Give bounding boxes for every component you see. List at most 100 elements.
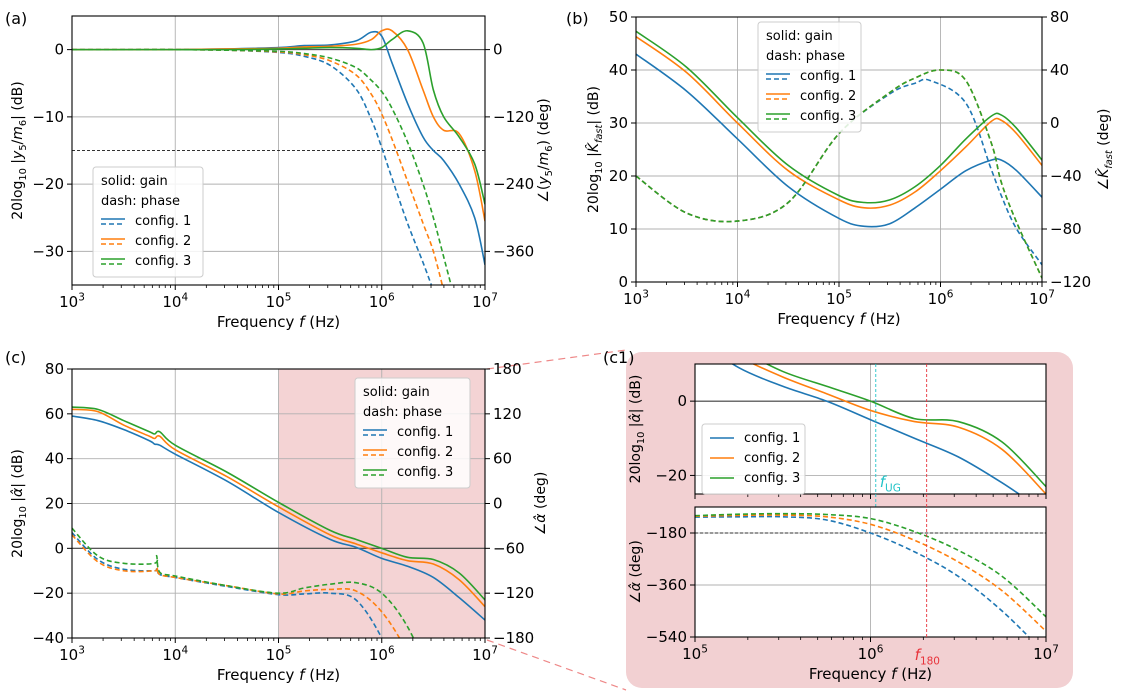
y2-tick-label: 40 bbox=[1050, 61, 1069, 79]
x-tick-label: 104 bbox=[725, 288, 751, 308]
x-tick-label: 107 bbox=[472, 644, 498, 664]
y-tick-label: −20 bbox=[655, 466, 687, 484]
x-axis-label: Frequency f (Hz) bbox=[809, 665, 932, 683]
y2-axis-label: ∠K̂fast (deg) bbox=[1095, 109, 1115, 191]
y-axis-label: 20log10 |α̂| (dB) bbox=[628, 375, 647, 484]
gain-line-config-1 bbox=[636, 53, 1042, 228]
panel-label: (c) bbox=[5, 348, 26, 367]
panel-label: (a) bbox=[5, 9, 27, 28]
curves bbox=[731, 364, 1046, 494]
curves bbox=[636, 30, 1042, 279]
x-tick-label: 104 bbox=[162, 291, 188, 311]
x-tick-label: 105 bbox=[266, 291, 292, 311]
panel-label: (b) bbox=[566, 9, 589, 28]
x-tick-label: 103 bbox=[623, 288, 649, 308]
gain-line-config-2 bbox=[72, 408, 485, 608]
gain-line-config-3 bbox=[72, 406, 485, 601]
y-tick-label: 0 bbox=[618, 273, 628, 291]
marker-label-180: f180 bbox=[915, 646, 940, 668]
y-tick-label: 0 bbox=[54, 539, 64, 557]
y-tick-label: −20 bbox=[32, 584, 64, 602]
gain-line-config-1 bbox=[731, 364, 1021, 494]
legend-header: dash: phase bbox=[766, 49, 845, 64]
gain-line-config-3 bbox=[636, 30, 1042, 204]
legend: solid: gain dash: phase config. 1 config. 2… bbox=[757, 21, 862, 133]
x-axis-label: Frequency f (Hz) bbox=[217, 313, 340, 331]
phase-line-config-1 bbox=[72, 532, 383, 638]
phase-line-config-2 bbox=[72, 48, 444, 285]
y2-tick-label: 0 bbox=[493, 41, 503, 59]
panel-a: 103 104 105 106 107 Frequency f (Hz) −30 −20 −10… bbox=[5, 9, 555, 331]
x-tick-label: 105 bbox=[826, 288, 852, 308]
phase-line-config-3 bbox=[695, 512, 1046, 618]
y-axis-label: 20log10 |α̂| (dB) bbox=[10, 449, 29, 558]
x-tick-label: 106 bbox=[369, 644, 395, 664]
y2-axis-label: ∠(y5/m6) (deg) bbox=[536, 98, 555, 202]
y2-tick-label: 120 bbox=[493, 405, 522, 423]
y-tick-label: 10 bbox=[609, 220, 628, 238]
y2-tick-label: −120 bbox=[1050, 273, 1091, 291]
legend: solid: gain dash: phase config. 1 config. 2… bbox=[354, 377, 471, 489]
legend-entry-config-1: config. 1 bbox=[800, 69, 856, 84]
legend-entry-config-2: config. 2 bbox=[800, 89, 856, 104]
legend-header: solid: gain bbox=[363, 385, 430, 400]
y2-tick-label: −360 bbox=[493, 242, 534, 260]
y-tick-label: 0 bbox=[677, 392, 687, 410]
y-tick-label: 60 bbox=[45, 405, 64, 423]
phase-line-config-3 bbox=[636, 69, 1042, 279]
gain-line-config-3 bbox=[72, 29, 485, 205]
gain-line-config-2 bbox=[751, 364, 1046, 494]
legend-entry-config-2: config. 2 bbox=[135, 234, 191, 249]
y-axis-label: ∠α̂ (deg) bbox=[628, 540, 644, 604]
legend-entry-config-3: config. 3 bbox=[744, 471, 800, 486]
y2-tick-label: 0 bbox=[1050, 114, 1060, 132]
legend: config. 1 config. 2 config. 3 bbox=[701, 423, 806, 495]
y-tick-label: 0 bbox=[54, 41, 64, 59]
panel-label: (c1) bbox=[603, 348, 634, 367]
legend-header: dash: phase bbox=[363, 405, 442, 420]
y-tick-label: 40 bbox=[45, 450, 64, 468]
gain-line-config-1 bbox=[72, 415, 485, 621]
x-tick-label: 106 bbox=[858, 643, 884, 663]
legend-box bbox=[92, 166, 204, 278]
y-tick-label: −540 bbox=[646, 628, 687, 646]
legend-box bbox=[701, 423, 806, 495]
curves bbox=[695, 512, 1046, 637]
legend-entry-config-1: config. 1 bbox=[397, 425, 453, 440]
y-tick-label: −30 bbox=[32, 242, 64, 260]
legend-entry-config-2: config. 2 bbox=[744, 451, 800, 466]
legend-entry-config-2: config. 2 bbox=[397, 445, 453, 460]
gain-line-config-2 bbox=[636, 35, 1042, 209]
y-tick-label: 80 bbox=[45, 360, 64, 378]
curves bbox=[72, 28, 485, 285]
legend-entry-config-1: config. 1 bbox=[135, 214, 191, 229]
marker-label-ug: fUG bbox=[880, 473, 901, 495]
y2-axis-label: ∠α̂ (deg) bbox=[533, 472, 549, 536]
y-tick-label: 50 bbox=[609, 8, 628, 26]
x-tick-label: 107 bbox=[1033, 643, 1059, 663]
panel-c: 103 104 105 106 107 Frequency f (Hz) −40 −20 0 20… bbox=[5, 348, 549, 684]
y-tick-label: 40 bbox=[609, 61, 628, 79]
phase-line-config-1 bbox=[695, 515, 1031, 637]
y-axis-label: 20log10 |K̂fast| (dB) bbox=[585, 86, 605, 213]
panel-b: 103 104 105 106 107 Frequency f (Hz) 0 10 20 30 40… bbox=[566, 8, 1115, 328]
x-tick-label: 106 bbox=[928, 288, 954, 308]
y-axis-label: 20log10 |y5/m6| (dB) bbox=[10, 81, 29, 220]
legend-entry-config-1: config. 1 bbox=[744, 431, 800, 446]
y-tick-label: −360 bbox=[646, 576, 687, 594]
y2-tick-label: −120 bbox=[493, 584, 534, 602]
legend-box bbox=[354, 377, 471, 489]
y-tick-label: −20 bbox=[32, 175, 64, 193]
legend-header: solid: gain bbox=[101, 174, 168, 189]
y-tick-label: −180 bbox=[646, 524, 687, 542]
x-tick-label: 107 bbox=[1029, 288, 1055, 308]
y-tick-label: 20 bbox=[45, 495, 64, 513]
x-tick-label: 103 bbox=[59, 291, 85, 311]
y-tick-label: 20 bbox=[609, 167, 628, 185]
x-tick-label: 105 bbox=[682, 643, 708, 663]
y2-tick-label: −120 bbox=[493, 108, 534, 126]
y2-tick-label: 80 bbox=[1050, 8, 1069, 26]
x-tick-label: 104 bbox=[162, 644, 188, 664]
curves bbox=[72, 406, 485, 638]
